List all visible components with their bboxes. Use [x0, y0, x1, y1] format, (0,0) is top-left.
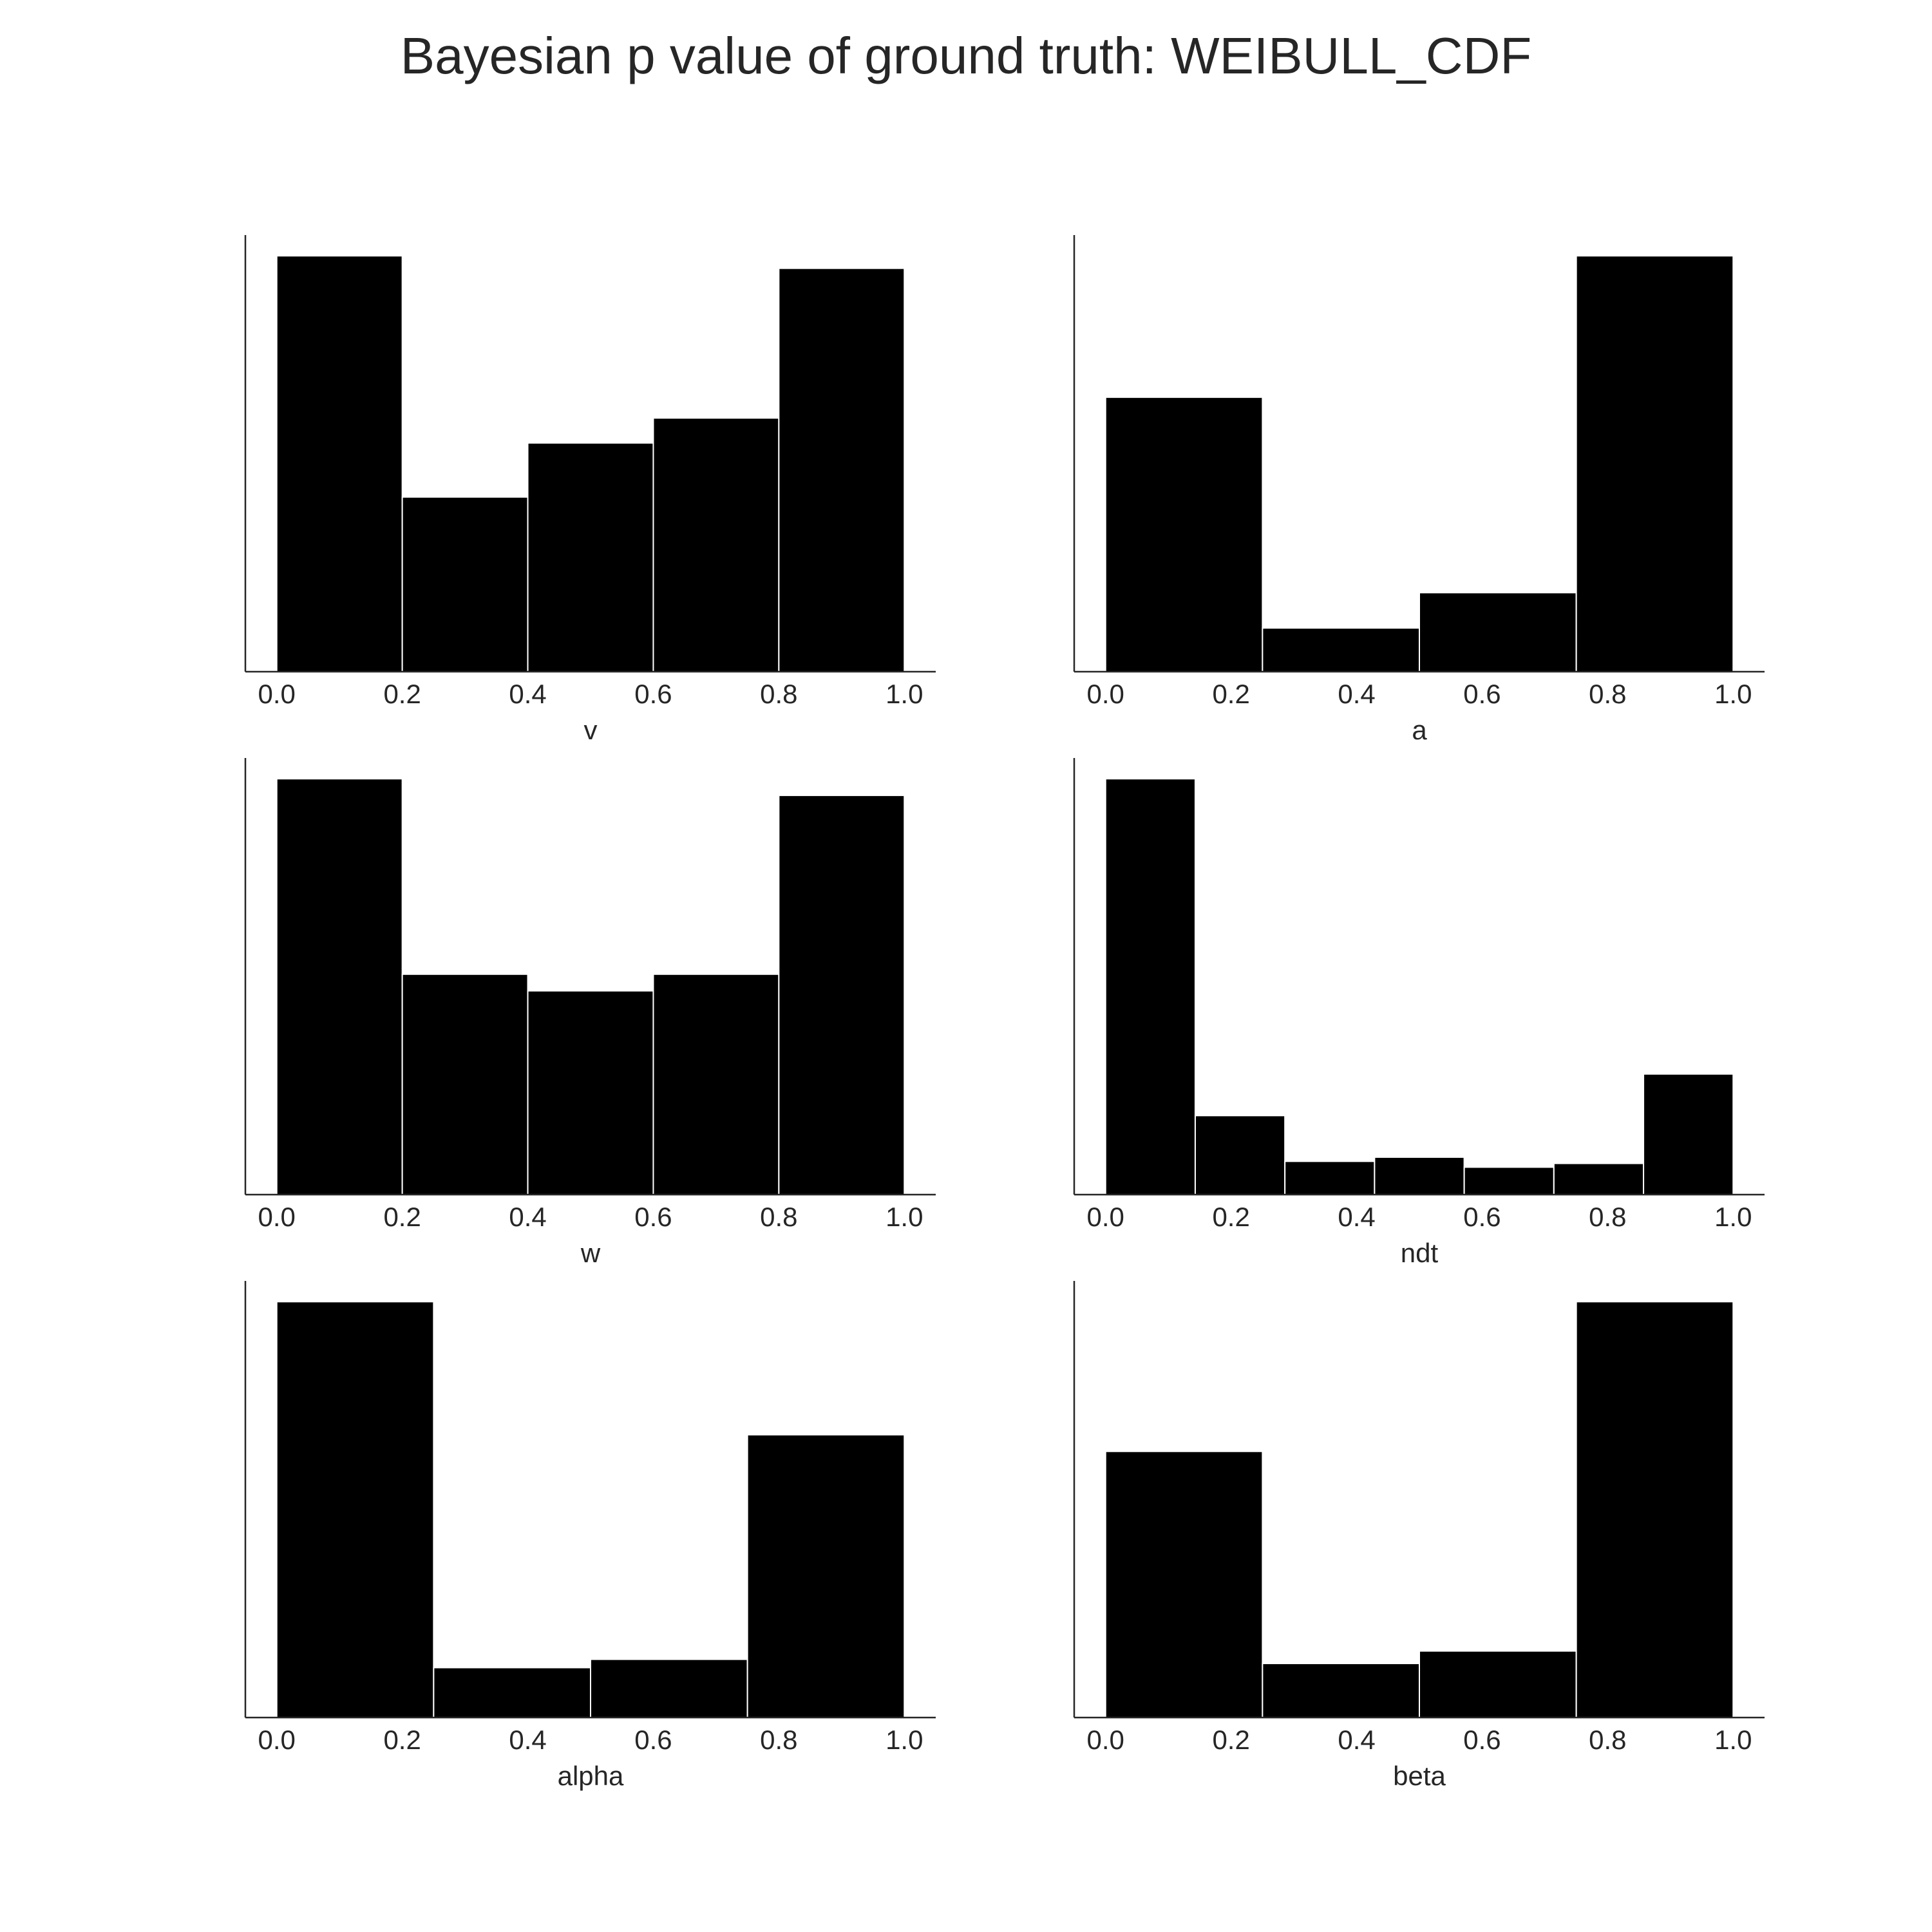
x-tick-label: 0.4 [1338, 679, 1375, 709]
histogram-bar [1463, 1166, 1555, 1195]
x-tick-label: 1.0 [886, 1202, 923, 1232]
x-tick-label: 0.4 [509, 1725, 546, 1755]
x-tick-label: 1.0 [1714, 1202, 1752, 1232]
x-axis-label: alpha [558, 1761, 624, 1791]
histogram-bar [276, 255, 403, 672]
x-tick-label: 0.2 [383, 1202, 421, 1232]
x-axis-label: ndt [1401, 1238, 1439, 1268]
x-tick-label: 0.4 [1338, 1202, 1375, 1232]
histogram-bar [1284, 1160, 1376, 1196]
x-tick-label: 0.6 [1463, 679, 1501, 709]
histogram-bar [1575, 255, 1734, 672]
x-tick-label: 0.8 [760, 1725, 797, 1755]
histogram-bar [1262, 1663, 1421, 1718]
x-tick-label: 0.8 [1589, 1202, 1626, 1232]
x-axis-label: beta [1393, 1761, 1446, 1791]
histogram-bar [590, 1658, 748, 1719]
histogram-bar [746, 1434, 905, 1719]
x-tick-label: 0.6 [1463, 1202, 1501, 1232]
x-tick-label: 1.0 [1714, 679, 1752, 709]
histogram-bar [652, 973, 780, 1196]
histogram-bar [778, 267, 905, 672]
x-tick-label: 0.8 [760, 1202, 797, 1232]
histogram-bar [527, 990, 654, 1195]
x-axis-label: w [580, 1238, 601, 1268]
histogram-bar [1194, 1115, 1286, 1196]
x-tick-label: 0.8 [1589, 1725, 1626, 1755]
x-tick-label: 0.0 [1087, 1725, 1124, 1755]
histogram-bar [1419, 592, 1577, 672]
x-tick-label: 0.6 [634, 1202, 672, 1232]
x-axis-label: a [1412, 715, 1427, 745]
histogram-bar [1104, 778, 1196, 1196]
x-tick-label: 0.0 [258, 679, 296, 709]
histogram-bar [1262, 627, 1421, 673]
x-tick-label: 0.6 [634, 679, 672, 709]
x-tick-label: 1.0 [1714, 1725, 1752, 1755]
histogram-bar [1374, 1156, 1465, 1196]
x-tick-label: 0.4 [509, 679, 546, 709]
histogram-bar [401, 973, 529, 1196]
x-tick-label: 1.0 [886, 679, 923, 709]
x-tick-label: 0.8 [760, 679, 797, 709]
x-tick-label: 0.2 [1212, 679, 1249, 709]
x-tick-label: 0.8 [1589, 679, 1626, 709]
histogram-bar [1575, 1301, 1734, 1719]
x-tick-label: 0.4 [509, 1202, 546, 1232]
x-axis-label: v [584, 715, 598, 745]
histogram-bar [778, 795, 905, 1195]
histogram-bar [652, 417, 780, 672]
x-tick-label: 0.0 [258, 1725, 296, 1755]
x-tick-label: 0.6 [634, 1725, 672, 1755]
x-tick-label: 0.2 [1212, 1202, 1249, 1232]
x-tick-label: 0.0 [258, 1202, 296, 1232]
histogram-bar [276, 778, 403, 1196]
histogram-bar [1553, 1162, 1645, 1195]
x-tick-label: 0.0 [1087, 1202, 1124, 1232]
x-tick-label: 1.0 [886, 1725, 923, 1755]
x-tick-label: 0.2 [383, 1725, 421, 1755]
histogram-bar [433, 1667, 592, 1719]
histogram-bar [527, 442, 654, 672]
histogram-bar [276, 1301, 435, 1719]
figure-title: Bayesian p value of ground truth: WEIBUL… [401, 27, 1531, 84]
x-tick-label: 0.2 [383, 679, 421, 709]
x-tick-label: 0.4 [1338, 1725, 1375, 1755]
x-tick-label: 0.0 [1087, 679, 1124, 709]
histogram-bar [1643, 1073, 1734, 1195]
histogram-bar [401, 496, 529, 672]
histogram-bar [1419, 1650, 1577, 1719]
x-tick-label: 0.6 [1463, 1725, 1501, 1755]
x-tick-label: 0.2 [1212, 1725, 1249, 1755]
histogram-bar [1104, 1450, 1264, 1719]
histogram-bar [1104, 396, 1264, 672]
